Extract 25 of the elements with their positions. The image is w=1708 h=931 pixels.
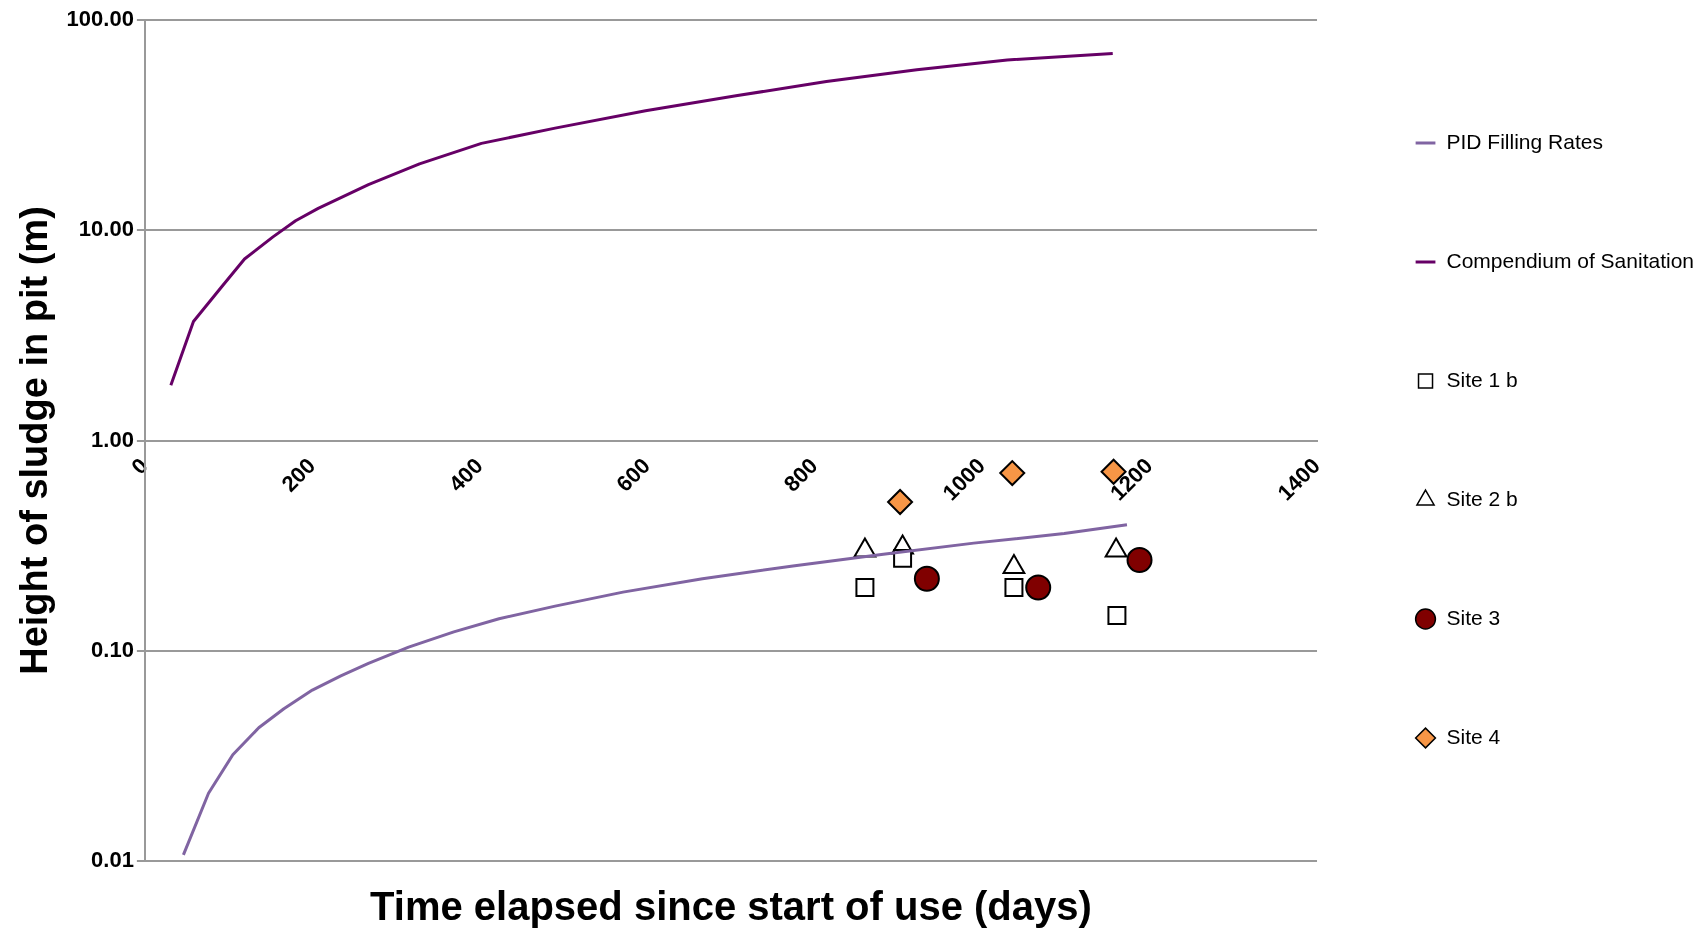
x-tick-label: 600 bbox=[611, 452, 656, 497]
point bbox=[855, 577, 875, 597]
point bbox=[1126, 547, 1153, 574]
y-tick-label: 100.00 bbox=[66, 6, 134, 32]
point bbox=[913, 565, 940, 592]
legend-label: PID Filling Rates bbox=[1446, 129, 1603, 153]
y-tick-label: 10.00 bbox=[78, 216, 134, 242]
point bbox=[1004, 577, 1024, 597]
point bbox=[887, 488, 914, 515]
x-axis-title: Time elapsed since start of use (days) bbox=[370, 884, 1092, 929]
y-tick-label: 0.10 bbox=[91, 636, 134, 662]
x-tick-label: 800 bbox=[778, 452, 823, 497]
y-axis-title: Height of sludge in pit (m) bbox=[13, 206, 56, 675]
legend-label: Compendium of Sanitation bbox=[1446, 248, 1695, 272]
y-tick-label: 0.01 bbox=[91, 847, 134, 873]
legend-label: Site 2 b bbox=[1446, 486, 1518, 510]
point bbox=[1025, 574, 1052, 601]
point bbox=[1107, 606, 1127, 626]
y-tick-label: 1.00 bbox=[91, 426, 134, 452]
legend-label: Site 4 bbox=[1446, 724, 1501, 748]
legend-label: Site 3 bbox=[1446, 605, 1501, 629]
x-tick-label: 200 bbox=[276, 452, 321, 497]
legend-label: Site 1 b bbox=[1446, 367, 1518, 391]
x-tick-label: 400 bbox=[443, 452, 488, 497]
point bbox=[999, 460, 1026, 487]
